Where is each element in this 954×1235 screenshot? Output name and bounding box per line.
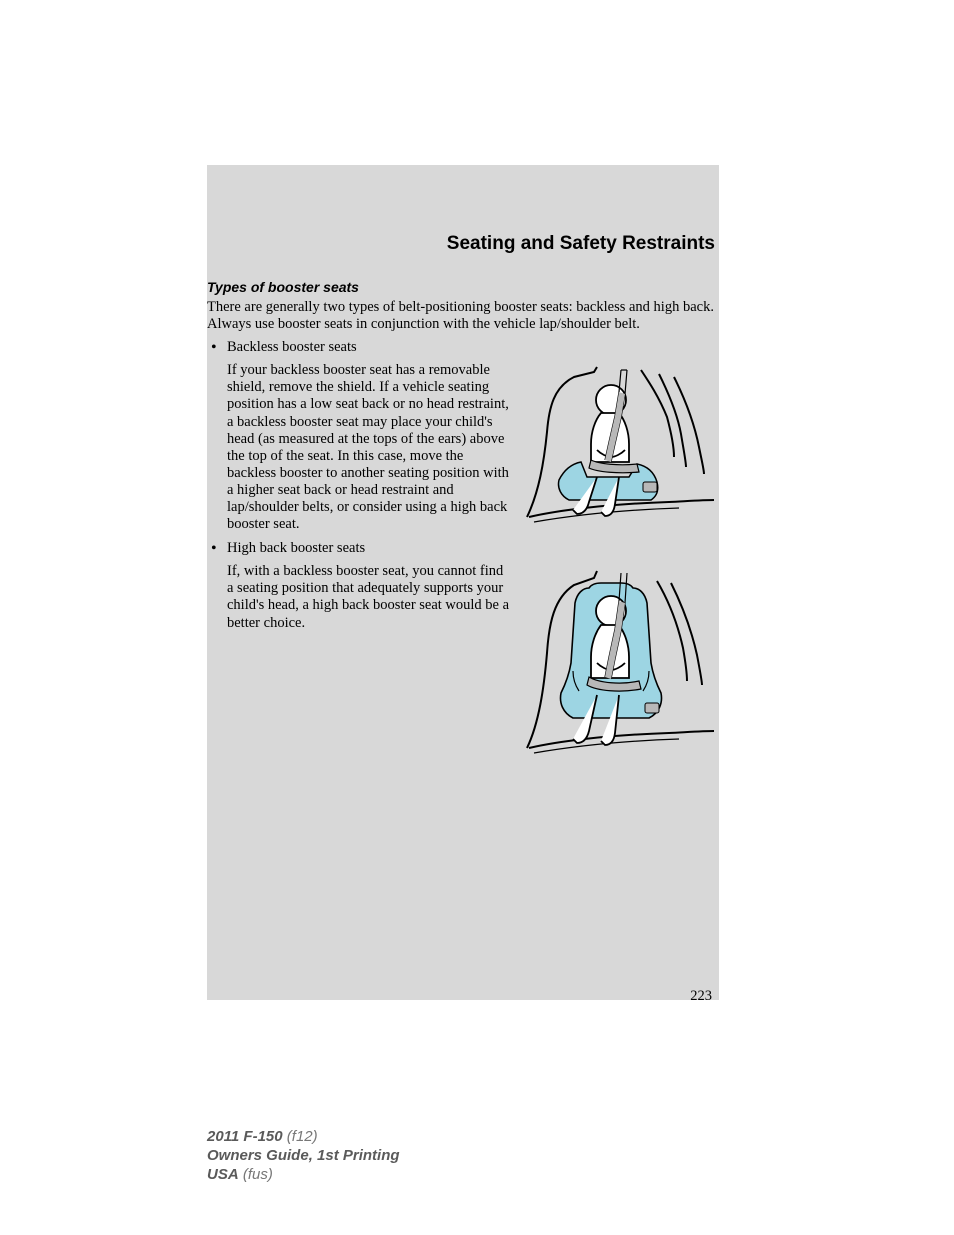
page-number: 223: [690, 988, 712, 1005]
footer-line-3: USA (fus): [207, 1166, 400, 1185]
highback-booster-figure: [519, 563, 719, 768]
list-item-head: High back booster seats: [227, 540, 719, 557]
footer: 2011 F-150 (f12) Owners Guide, 1st Print…: [207, 1128, 400, 1184]
page-content: Seating and Safety Restraints Types of b…: [207, 233, 719, 776]
footer-line-2: Owners Guide, 1st Printing: [207, 1147, 400, 1166]
intro-paragraph: There are generally two types of belt-po…: [207, 299, 719, 333]
footer-region-code: (fus): [239, 1166, 273, 1183]
booster-list: Backless booster seats: [207, 339, 719, 772]
footer-model: 2011 F-150: [207, 1128, 283, 1145]
list-item: Backless booster seats: [207, 339, 719, 536]
footer-model-code: (f12): [283, 1128, 318, 1145]
list-item: High back booster seats: [207, 540, 719, 772]
subsection-title: Types of booster seats: [207, 279, 719, 295]
backless-booster-figure: [519, 362, 719, 532]
footer-region: USA: [207, 1166, 239, 1183]
footer-line-1: 2011 F-150 (f12): [207, 1128, 400, 1147]
list-item-head: Backless booster seats: [227, 339, 719, 356]
section-title: Seating and Safety Restraints: [207, 233, 719, 255]
